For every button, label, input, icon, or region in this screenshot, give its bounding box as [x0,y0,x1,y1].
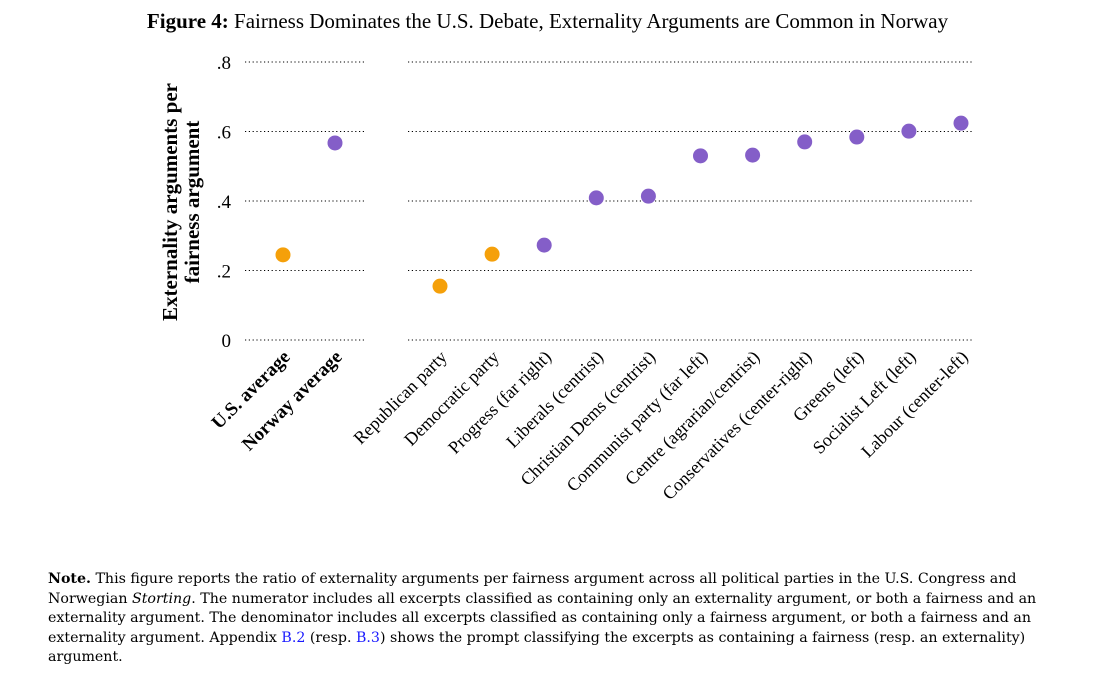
y-tick-label: 0 [222,331,232,352]
y-tick-labels: 0 .2 .4 .6 .8 [217,53,232,352]
y-axis-label-line: fairness argument [180,121,204,284]
data-point [693,148,708,164]
note-text-4: ) shows the prompt classifying the excer… [48,629,1026,666]
data-point [797,134,813,150]
data-points [275,115,969,294]
appendix-link-b2[interactable]: B.2 [281,629,306,646]
data-point [640,188,656,204]
scatter-chart: 0 .2 .4 .6 .8 Externality arguments perfairn… [158,53,973,505]
note-text-3: (resp. [305,629,356,646]
y-axis-label-line: Externality arguments per [158,83,182,321]
note-text-1: This figure reports the ratio of externa… [48,571,1017,607]
x-tick-label: Democratic party [400,347,503,450]
data-point [484,246,500,262]
y-tick-label: .6 [217,123,231,144]
y-tick-label: .2 [217,262,231,283]
data-point [953,115,969,131]
y-tick-label: .8 [217,53,231,74]
data-point [432,278,448,294]
data-point [745,147,761,163]
gridlines [245,61,972,341]
note-lead: Note. [48,571,91,587]
figure-label: Figure 4: [146,9,229,33]
appendix-link-b3[interactable]: B.3 [356,629,380,646]
data-point [275,247,291,263]
figure-title: Figure 4: Fairness Dominates the U.S. De… [0,9,1095,34]
data-point [901,123,917,139]
figure-title-text: Fairness Dominates the U.S. Debate, Exte… [234,9,949,33]
data-point [849,129,865,145]
data-point [327,135,343,151]
data-point [588,190,604,206]
note-text-2: . The numerator includes all excerpts cl… [48,590,1037,646]
figure-note: Note. This figure reports the ratio of e… [48,570,1078,668]
x-tick-label: Republican party [349,347,450,448]
data-point [536,237,552,253]
note-italic: Storting [132,590,192,607]
y-tick-label: .4 [217,192,232,213]
